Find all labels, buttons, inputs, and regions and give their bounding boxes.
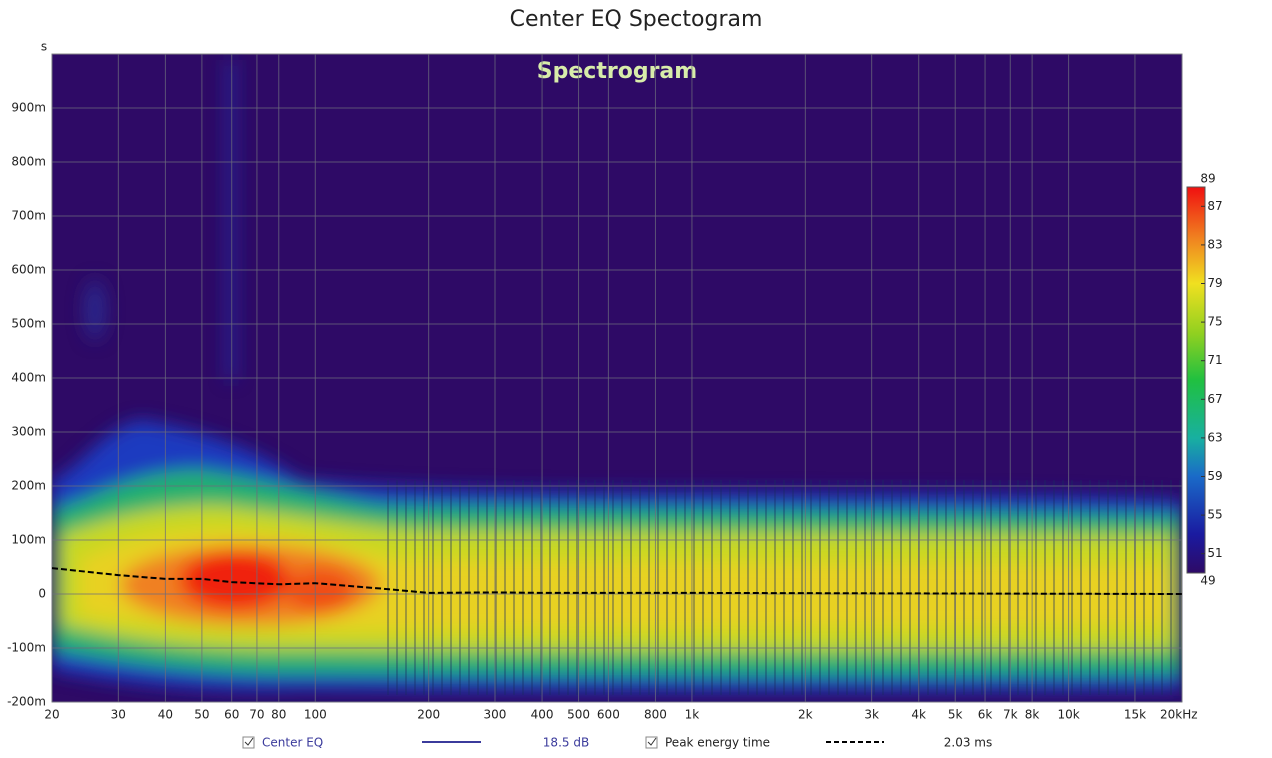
colorbar-label: 89 <box>1200 172 1215 186</box>
colorbar-label: 75 <box>1207 315 1222 329</box>
x-tick-label: 60 <box>224 708 239 722</box>
colorbar-label: 51 <box>1207 546 1222 560</box>
x-tick-label: 50 <box>194 708 209 722</box>
y-tick-label: 400m <box>11 371 46 385</box>
colorbar-label: 49 <box>1200 574 1215 588</box>
legend-readout: 18.5 dB <box>543 736 589 750</box>
colorbar-label: 83 <box>1207 237 1222 251</box>
y-unit: s <box>41 40 47 54</box>
legend-label: Peak energy time <box>665 736 770 750</box>
x-tick-label: 1k <box>685 708 700 722</box>
colorbar-label: 79 <box>1207 276 1222 290</box>
x-tick-label: 2k <box>798 708 813 722</box>
x-tick-label: 70 <box>249 708 264 722</box>
x-tick-label: 40 <box>158 708 173 722</box>
x-tick-label: 100 <box>304 708 327 722</box>
x-tick-label: 30 <box>111 708 126 722</box>
x-tick-label: 20kHz <box>1160 708 1198 722</box>
legend: Center EQ 18.5 dB Peak energy time 2.03 … <box>242 736 992 750</box>
y-tick-label: 800m <box>11 155 46 169</box>
colorbar <box>1186 186 1206 574</box>
y-tick-label: 900m <box>11 101 46 115</box>
x-tick-label: 400 <box>531 708 554 722</box>
colorbar-label: 87 <box>1207 199 1222 213</box>
colorbar-label: 71 <box>1207 353 1222 367</box>
y-tick-label: 0 <box>38 587 46 601</box>
legend-checkbox[interactable] <box>645 736 658 749</box>
legend-checkbox[interactable] <box>242 736 255 749</box>
x-tick-label: 500 <box>567 708 590 722</box>
y-tick-label: -200m <box>7 695 46 709</box>
x-tick-label: 3k <box>864 708 879 722</box>
y-tick-label: 300m <box>11 425 46 439</box>
x-tick-label: 4k <box>911 708 926 722</box>
colorbar-label: 67 <box>1207 392 1222 406</box>
y-tick-label: 100m <box>11 533 46 547</box>
x-tick-label: 8k <box>1025 708 1040 722</box>
colorbar-label: 63 <box>1207 430 1222 444</box>
x-tick-label: 300 <box>484 708 507 722</box>
x-tick-label: 6k <box>978 708 993 722</box>
check <box>647 737 657 746</box>
colorbar-label: 55 <box>1207 508 1222 522</box>
x-tick-label: 200 <box>417 708 440 722</box>
legend-readout: 2.03 ms <box>944 736 992 750</box>
y-tick-label: -100m <box>7 641 46 655</box>
colorbar-label: 59 <box>1207 469 1222 483</box>
legend-label: Center EQ <box>262 736 323 750</box>
y-tick-label: 600m <box>11 263 46 277</box>
x-tick-label: 5k <box>948 708 963 722</box>
x-tick-label: 800 <box>644 708 667 722</box>
x-tick-label: 15k <box>1124 708 1146 722</box>
peak-energy-line <box>51 567 1183 595</box>
y-tick-label: 200m <box>11 479 46 493</box>
x-tick-label: 10k <box>1058 708 1080 722</box>
x-tick-label: 80 <box>271 708 286 722</box>
y-tick-label: 500m <box>11 317 46 331</box>
plot-title: Spectrogram <box>537 59 697 84</box>
x-tick-label: 600 <box>597 708 620 722</box>
x-tick-label: 7k <box>1003 708 1018 722</box>
chart-title: Center EQ Spectogram <box>510 7 763 32</box>
check <box>244 737 254 746</box>
x-tick-label: 20 <box>44 708 59 722</box>
y-tick-label: 700m <box>11 209 46 223</box>
